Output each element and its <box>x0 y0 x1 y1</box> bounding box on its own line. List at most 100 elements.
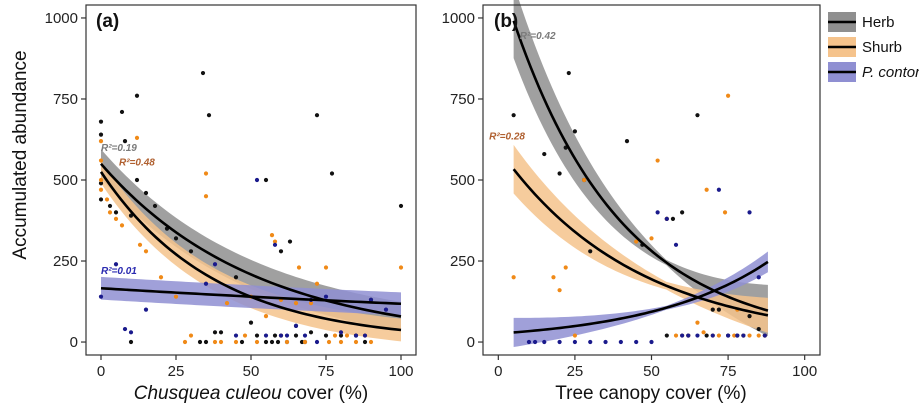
pinus-data-point <box>618 339 623 345</box>
shrub-data-point <box>308 301 314 306</box>
herb-data-point <box>287 239 293 244</box>
shrub-data-point <box>269 232 275 238</box>
pinus-data-point <box>113 262 119 267</box>
herb-data-point <box>263 177 269 183</box>
herb-data-point <box>362 339 368 345</box>
pinus-data-point <box>710 333 715 338</box>
pinus-data-point <box>747 210 752 215</box>
pinus-data-point <box>673 242 679 247</box>
pinus-data-point <box>686 333 691 338</box>
shrub-data-point <box>649 236 654 241</box>
pinus-data-point <box>203 281 209 286</box>
herb-data-point <box>269 339 275 345</box>
pinus-data-point <box>362 333 368 338</box>
herb-data-point <box>200 70 206 76</box>
shrub-data-point <box>242 333 248 338</box>
shrub-data-point <box>173 294 179 299</box>
x-tick-label: 50 <box>243 363 260 380</box>
shrub-data-point <box>113 216 119 221</box>
shrub-data-point <box>701 330 706 335</box>
pinus-data-point <box>603 339 608 345</box>
shrub-data-point <box>98 158 104 163</box>
pinus-data-point <box>98 294 104 299</box>
shrub-data-point <box>314 281 320 286</box>
herb-data-point <box>98 181 104 186</box>
x-tick-label: 100 <box>388 363 413 380</box>
pinus-data-point <box>649 339 654 345</box>
herb-data-point <box>197 339 203 345</box>
herb-data-point <box>511 113 516 118</box>
y-tick-label: 0 <box>467 334 475 351</box>
shrub-data-point <box>557 288 562 293</box>
y-tick-label: 1000 <box>45 10 78 27</box>
panel-b-confidence-bands <box>513 0 768 348</box>
shrub-legend-label: Shurb <box>862 39 902 56</box>
shrub-data-point <box>137 242 143 247</box>
panel-b-x-ticks: 0 25 50 75 100 <box>494 355 817 380</box>
herb-data-point <box>218 330 224 335</box>
pinus-data-point <box>233 333 239 338</box>
herb-data-point <box>398 203 404 209</box>
herb-data-point <box>542 151 547 157</box>
panel-b-label: (b) <box>494 11 518 32</box>
panel-a-label: (a) <box>96 11 119 32</box>
pinus-data-point <box>368 297 374 303</box>
panel-a-y-ticks: 0 250 500 750 1000 <box>45 10 86 351</box>
shrub-data-point <box>284 339 290 345</box>
herb-data-point <box>747 314 752 319</box>
pinus-data-point <box>572 339 578 345</box>
herb-data-point <box>572 129 578 134</box>
shrub-data-point <box>98 177 104 183</box>
herb-data-point <box>275 339 281 345</box>
pinus-data-point <box>532 339 538 345</box>
herb-data-point <box>203 339 209 345</box>
panel-b-points <box>511 70 767 345</box>
y-axis-title: Accumulated abundance <box>10 50 31 259</box>
herb-data-point <box>152 203 158 209</box>
shrub-data-point <box>323 265 329 270</box>
pinus-data-point <box>284 333 290 338</box>
pinus-data-point <box>680 333 685 338</box>
shrub-data-point <box>134 135 140 140</box>
shrub-data-point <box>722 210 728 215</box>
shrub-data-point <box>582 177 587 183</box>
shrub-data-point <box>296 265 302 270</box>
herb-data-point <box>664 333 669 338</box>
herb-data-point <box>695 113 700 118</box>
x-tick-label: 75 <box>720 363 737 380</box>
herb-data-point <box>212 330 218 335</box>
shrub-data-point <box>212 339 218 345</box>
legend: Herb Shurb P. contorta <box>828 12 919 82</box>
shrub-data-point <box>634 239 639 244</box>
pinus-data-point <box>128 330 134 335</box>
pinus-data-point <box>741 333 746 338</box>
y-tick-label: 250 <box>53 253 78 270</box>
shrub-data-point <box>224 301 230 306</box>
shrub-data-point <box>368 339 374 345</box>
pinus-data-point <box>655 210 660 215</box>
shrub-data-point <box>182 339 188 345</box>
shrub-data-point <box>695 320 700 325</box>
pinus-data-point <box>588 339 593 345</box>
shrub-data-point <box>254 339 260 345</box>
shrub-data-point <box>747 333 752 338</box>
herb-fit-line <box>512 20 769 312</box>
pinus-data-point <box>557 339 562 345</box>
pinus-data-point <box>212 262 218 267</box>
x-tick-label: 25 <box>567 363 584 380</box>
shrub-data-point <box>302 339 308 345</box>
shrub-r2-label: R²=0.28 <box>489 131 525 142</box>
herb-data-point <box>710 307 715 312</box>
shrub-fit-line <box>512 168 769 317</box>
herb-data-point <box>113 210 119 215</box>
herb-data-point <box>119 109 125 115</box>
herb-data-point <box>107 203 113 209</box>
herb-data-point <box>278 249 284 254</box>
panel-b-fit-lines <box>512 20 769 334</box>
panel-a-confidence-bands <box>101 149 401 342</box>
pinus-fit-line <box>100 286 402 306</box>
shrub-data-point <box>233 339 239 345</box>
